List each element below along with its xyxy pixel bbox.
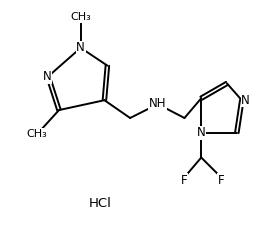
Text: N: N: [43, 70, 52, 83]
Text: CH₃: CH₃: [27, 129, 48, 139]
Text: F: F: [181, 174, 188, 187]
Text: NH: NH: [149, 97, 167, 110]
Text: N: N: [197, 126, 206, 139]
Text: HCl: HCl: [89, 197, 112, 210]
Text: CH₃: CH₃: [70, 12, 91, 22]
Text: N: N: [76, 41, 85, 54]
Text: F: F: [218, 174, 224, 187]
Text: N: N: [241, 94, 250, 107]
